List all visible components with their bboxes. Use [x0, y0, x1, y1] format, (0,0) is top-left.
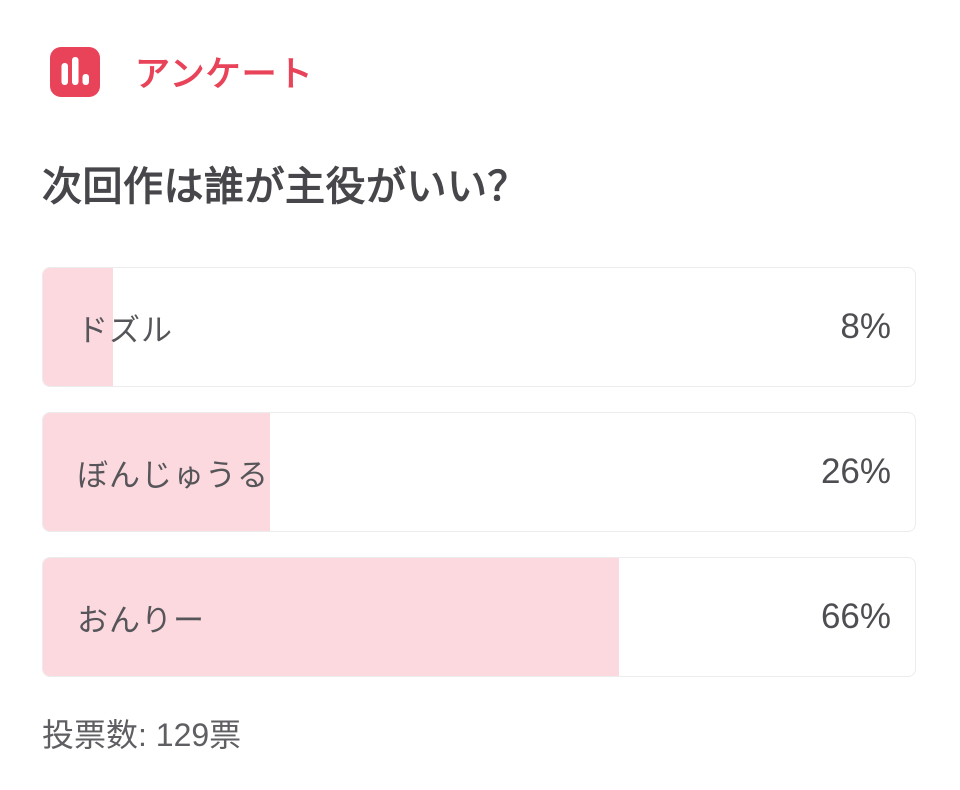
result-bar — [43, 558, 619, 676]
result-bar — [43, 268, 113, 386]
total-votes: 投票数: 129票 — [42, 717, 242, 753]
option-label: おんりー — [77, 602, 205, 638]
poll-widget: アンケート 次回作は誰が主役がいい？ ドズル 8% ぼんじゅうる 26% おんり… — [42, 46, 916, 753]
poll-question: 次回作は誰が主役がいい？ — [42, 165, 528, 209]
bar-chart-icon — [50, 46, 100, 97]
poll-option-dozle[interactable]: ドズル 8% — [42, 267, 916, 387]
option-percent: 66% — [820, 597, 891, 636]
poll-option-only[interactable]: おんりー 66% — [42, 557, 916, 677]
option-percent: 26% — [820, 452, 891, 491]
section-title: アンケート — [135, 55, 314, 94]
poll-options: ドズル 8% ぼんじゅうる 26% おんりー 66% — [42, 267, 916, 677]
option-percent: 8% — [840, 307, 891, 346]
result-bar — [43, 413, 270, 531]
option-label: ドズル — [77, 312, 173, 348]
option-label: ぼんじゅうる — [77, 457, 269, 493]
poll-option-bonjour[interactable]: ぼんじゅうる 26% — [42, 412, 916, 532]
header: アンケート — [42, 46, 916, 97]
